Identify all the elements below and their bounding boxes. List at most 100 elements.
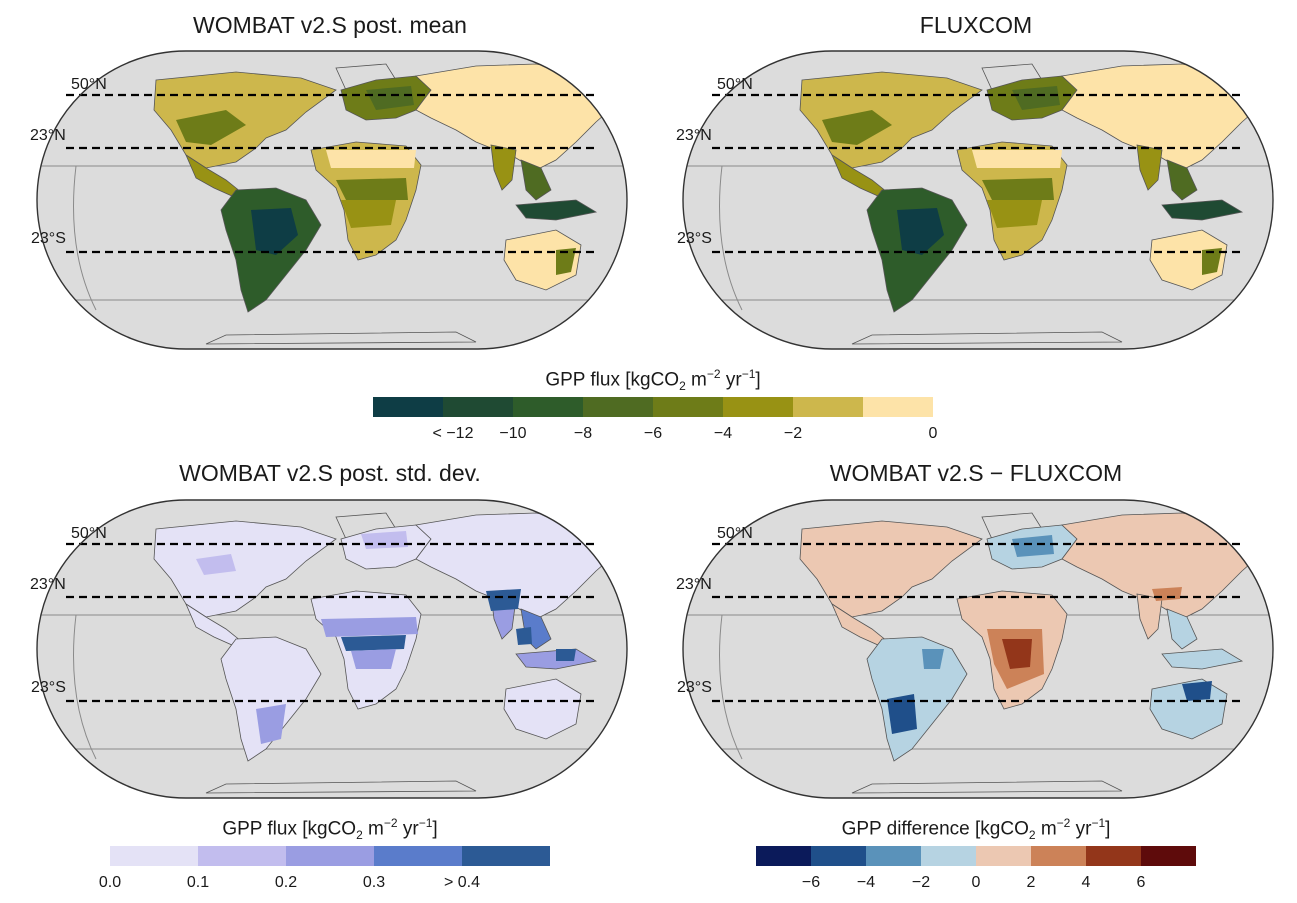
- land-region-samerica: [220, 636, 322, 762]
- colorbar-tick-label: 0: [971, 874, 981, 891]
- lat-label-50n: 50°N: [717, 76, 753, 93]
- colorbar-swatch: [921, 846, 976, 866]
- colorbar-tick-label: 0.2: [274, 874, 298, 891]
- land-region-australia: [503, 229, 582, 291]
- colorbar-swatch: [373, 397, 443, 417]
- colorbar-tick-label: 6: [1136, 874, 1146, 891]
- colorbar-tick-label: < −12: [432, 425, 474, 442]
- lat-label-23n: 23°N: [676, 127, 712, 144]
- colorbar-tick-label: −6: [643, 425, 663, 442]
- flux-patch: [176, 110, 246, 145]
- flux-patch: [321, 617, 418, 637]
- map-border: [36, 499, 628, 799]
- land-region-antarctica: [851, 331, 1123, 345]
- colorbar-swatch: [756, 846, 811, 866]
- flux-patch: [1152, 587, 1182, 601]
- map-border: [682, 50, 1274, 350]
- lat-label-23s: 23°S: [31, 230, 66, 247]
- flux-patch: [341, 635, 406, 651]
- colorbar-diff: [756, 846, 1196, 866]
- colorbar-swatch: [863, 397, 933, 417]
- colorbar-tick-label: 2: [1026, 874, 1036, 891]
- colorbar-tick-label: −4: [856, 874, 876, 891]
- colorbar-swatch: [1086, 846, 1141, 866]
- land-region-seasia: [520, 159, 552, 201]
- colorbar-tick-label: −6: [801, 874, 821, 891]
- land-region-indonesia: [1161, 199, 1244, 221]
- land-region-seasia: [1166, 608, 1198, 650]
- land-region-indonesia: [1161, 648, 1244, 670]
- colorbar-swatch: [462, 846, 550, 866]
- map-border: [682, 499, 1274, 799]
- lat-label-50n: 50°N: [71, 76, 107, 93]
- flux-patch: [336, 178, 408, 200]
- flux-patch: [1012, 535, 1054, 557]
- colorbar-swatch: [110, 846, 198, 866]
- legend-title-diff: GPP difference [kgCO2 m−2 yr−1]: [841, 816, 1111, 843]
- colorbar-swatch: [1141, 846, 1196, 866]
- colorbar-swatch: [653, 397, 723, 417]
- flux-patch: [887, 694, 917, 734]
- map-border: [36, 50, 628, 350]
- land-region-indonesia: [515, 199, 598, 221]
- flux-patch: [516, 627, 532, 645]
- meridian-line: [719, 165, 743, 311]
- flux-patch: [256, 704, 286, 744]
- colorbar-tick-label: −2: [783, 425, 803, 442]
- meridian-line: [73, 165, 97, 311]
- flux-patch: [972, 150, 1062, 168]
- land-region-antarctica: [851, 780, 1123, 794]
- panel-title-sd: WOMBAT v2.S post. std. dev.: [179, 460, 481, 486]
- land-region-antarctica: [205, 780, 477, 794]
- colorbar-swatch: [198, 846, 286, 866]
- colorbar-tick-label: 0.3: [362, 874, 386, 891]
- land-region-australia: [1149, 229, 1228, 291]
- flux-patch: [341, 200, 396, 228]
- map-panel-mean: [36, 50, 628, 350]
- colorbar-tick-label: −8: [573, 425, 593, 442]
- flux-patch: [822, 110, 892, 145]
- lat-label-23s: 23°S: [677, 679, 712, 696]
- flux-patch: [556, 248, 576, 275]
- flux-patch: [351, 649, 396, 669]
- lat-label-23s: 23°S: [677, 230, 712, 247]
- colorbar-tick-label: 0.1: [186, 874, 210, 891]
- flux-patch: [1012, 86, 1060, 110]
- lat-label-50n: 50°N: [717, 525, 753, 542]
- colorbar-swatch: [793, 397, 863, 417]
- colorbar-sd: [110, 846, 550, 866]
- panel-title-mean: WOMBAT v2.S post. mean: [193, 12, 467, 38]
- colorbar-mean: [373, 397, 933, 417]
- flux-patch: [987, 200, 1042, 228]
- flux-patch: [1002, 639, 1032, 669]
- land-region-india: [1136, 144, 1163, 191]
- colorbar-swatch: [443, 397, 513, 417]
- colorbar-tick-label: −2: [911, 874, 931, 891]
- legend-title-mean: GPP flux [kgCO2 m−2 yr−1]: [545, 367, 761, 394]
- colorbar-swatch: [976, 846, 1031, 866]
- colorbar-swatch: [1031, 846, 1086, 866]
- colorbar-swatch: [866, 846, 921, 866]
- colorbar-swatch: [811, 846, 866, 866]
- colorbar-swatch: [723, 397, 793, 417]
- land-region-antarctica: [205, 331, 477, 345]
- panel-title-diff: WOMBAT v2.S − FLUXCOM: [829, 460, 1123, 486]
- flux-patch: [1182, 681, 1212, 701]
- legend-title-sd: GPP flux [kgCO2 m−2 yr−1]: [222, 816, 438, 843]
- colorbar-tick-label: 4: [1081, 874, 1091, 891]
- flux-patch: [982, 178, 1054, 200]
- flux-patch: [922, 649, 944, 669]
- flux-patch: [897, 208, 944, 255]
- colorbar-swatch: [513, 397, 583, 417]
- panel-title-fluxcom: FLUXCOM: [919, 12, 1033, 38]
- colorbar-tick-label: > 0.4: [443, 874, 481, 891]
- colorbar-tick-label: −10: [499, 425, 527, 442]
- lat-label-50n: 50°N: [71, 525, 107, 542]
- land-region-india: [490, 144, 517, 191]
- map-panel-diff: [682, 499, 1274, 799]
- lat-label-23n: 23°N: [30, 576, 66, 593]
- flux-patch: [326, 150, 416, 168]
- lat-label-23s: 23°S: [31, 679, 66, 696]
- flux-patch: [366, 86, 414, 110]
- colorbar-swatch: [374, 846, 462, 866]
